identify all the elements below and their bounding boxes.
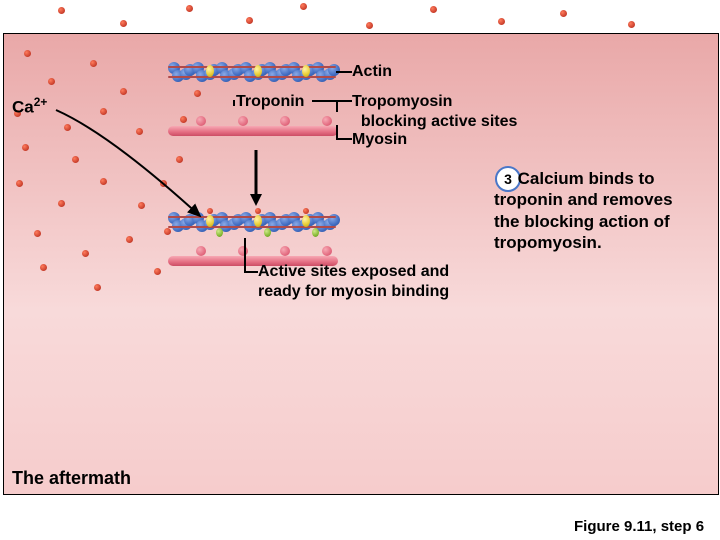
figure-caption: Figure 9.11, step 6 [574,518,704,535]
troponin-complex [254,65,262,77]
bound-calcium [303,208,309,214]
leader-line [336,125,338,140]
calcium-particle [628,21,635,28]
bound-calcium [255,208,261,214]
calcium-particle [186,5,193,12]
ca-arrow [50,104,220,239]
calcium-particle [498,18,505,25]
calcium-particle [120,88,127,95]
myosin-head [322,116,332,126]
calcium-particle [300,3,307,10]
calcium-particle [48,78,55,85]
troponin-complex [302,215,310,227]
troponin-complex [302,65,310,77]
troponin-complex [254,215,262,227]
calcium-particle [154,268,161,275]
tropomyosin-label: Tropomyosin blocking active sites [352,92,517,132]
calcium-particle [120,20,127,27]
leader-line [233,100,235,106]
leader-line [244,271,258,273]
actin-label: Actin [352,62,392,82]
calcium-ion-label: Ca2+ [12,95,47,118]
leader-line [336,138,352,140]
calcium-particle [24,50,31,57]
calcium-particle [82,250,89,257]
calcium-particle [58,7,65,14]
myosin-head [280,116,290,126]
calcium-particle [366,22,373,29]
aftermath-label: The aftermath [12,468,131,489]
active-site [264,228,271,237]
calcium-particle [430,6,437,13]
calcium-particle [40,264,47,271]
down-arrow [248,150,268,215]
leader-line [244,238,246,271]
myosin-head [280,246,290,256]
troponin-complex [206,65,214,77]
step-3-text: Calcium binds to troponin and removes th… [494,168,673,253]
active-sites-label: Active sites exposed and ready for myosi… [258,262,449,302]
leader-line [336,71,352,73]
calcium-particle [194,90,201,97]
calcium-particle [16,180,23,187]
tropomyosin-strand [168,76,336,78]
tropomyosin-strand [168,66,336,68]
calcium-particle [94,284,101,291]
actin-filament-blocked [168,62,338,90]
leader-line [336,100,338,112]
troponin-label: Troponin [236,92,304,112]
calcium-particle [34,230,41,237]
myosin-head [322,246,332,256]
myosin-head [238,246,248,256]
active-site [312,228,319,237]
calcium-particle [560,10,567,17]
calcium-particle [22,144,29,151]
myosin-head [196,246,206,256]
calcium-particle [246,17,253,24]
myosin-label: Myosin [352,130,407,150]
header-strip [0,0,720,33]
leader-line [336,100,352,102]
myosin-head [238,116,248,126]
calcium-particle [90,60,97,67]
